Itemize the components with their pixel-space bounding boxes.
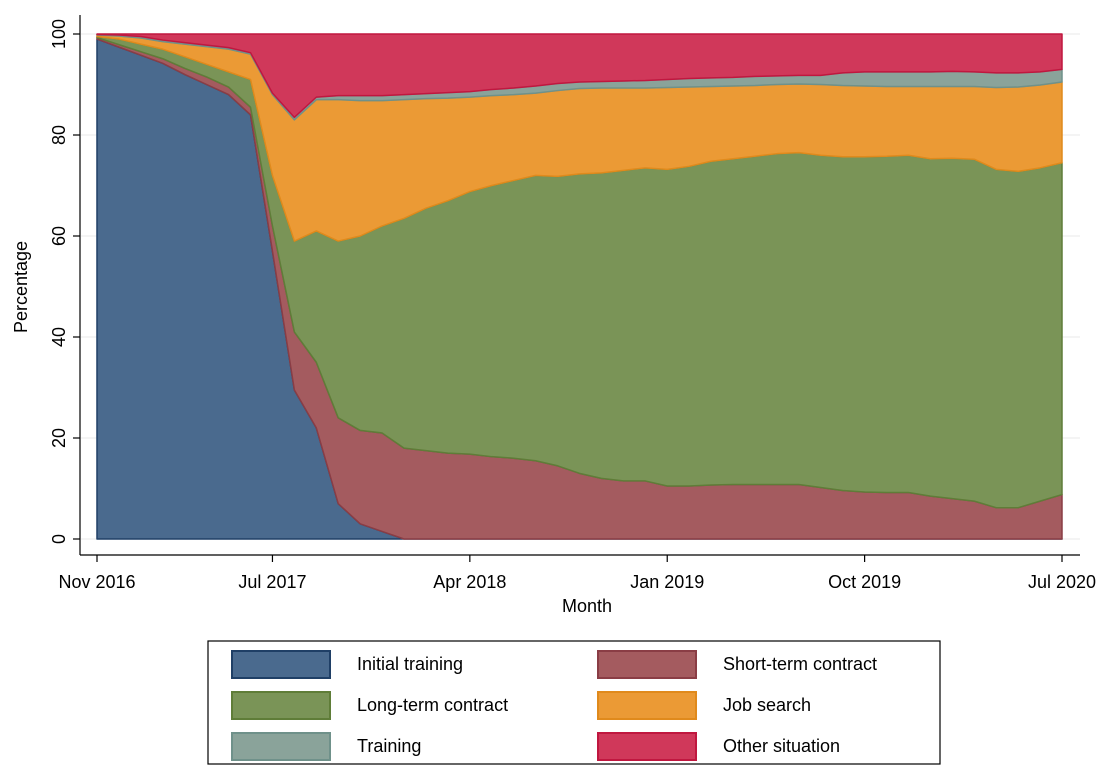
legend-swatch [231,732,331,761]
x-axis-label: Month [562,596,612,616]
legend-label: Initial training [357,654,463,674]
y-tick-label: 80 [49,125,69,145]
x-tick-label: Jul 2017 [238,572,306,592]
area [96,33,1063,119]
x-tick-label: Nov 2016 [58,572,135,592]
x-tick-label: Jan 2019 [630,572,704,592]
x-tick-label: Jul 2020 [1028,572,1096,592]
x-tick-label: Oct 2019 [828,572,901,592]
y-tick-label: 60 [49,226,69,246]
legend-swatch [597,691,697,720]
legend-label: Long-term contract [357,695,508,715]
legend-swatch [597,650,697,679]
legend-swatch [231,691,331,720]
areas [96,33,1063,540]
y-tick-label: 100 [49,19,69,49]
y-tick-label: 0 [49,534,69,544]
legend-swatch [597,732,697,761]
legend-label: Training [357,736,421,756]
legend-label: Short-term contract [723,654,877,674]
legend-label: Other situation [723,736,840,756]
y-axis-label: Percentage [11,241,31,333]
x-tick-label: Apr 2018 [433,572,506,592]
y-tick-label: 20 [49,428,69,448]
legend-label: Job search [723,695,811,715]
y-tick-label: 40 [49,327,69,347]
legend-swatch [231,650,331,679]
